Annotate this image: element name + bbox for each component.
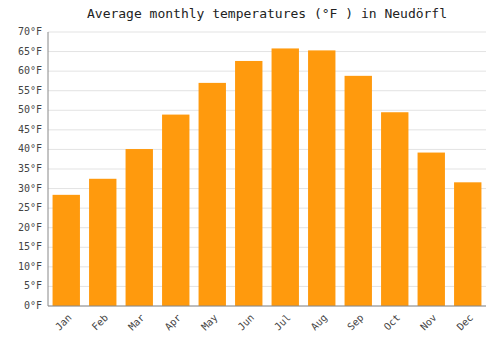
- bar: [454, 182, 481, 306]
- y-tick-label: 20°F: [18, 222, 42, 233]
- x-tick-label: Aug: [309, 312, 330, 333]
- y-tick-label: 30°F: [18, 183, 42, 194]
- y-tick-label: 45°F: [18, 124, 42, 135]
- y-axis: 0°F 5°F 10°F 15°F 20°F 25°F 30°F 35°F 40°F 45°F 50…: [18, 26, 42, 311]
- y-tick-label: 55°F: [18, 85, 42, 96]
- y-tick-label: 10°F: [18, 261, 42, 272]
- grid-line: [48, 110, 486, 111]
- x-tick-label: Feb: [90, 312, 111, 333]
- y-axis-line: [48, 32, 49, 306]
- bar: [162, 115, 189, 306]
- x-tick-label: May: [199, 312, 220, 333]
- x-tick-label: Sep: [345, 312, 366, 333]
- bar: [126, 149, 153, 306]
- grid-line: [48, 306, 486, 307]
- bar: [235, 61, 262, 306]
- y-tick-label: 15°F: [18, 241, 42, 252]
- bar: [53, 195, 80, 306]
- x-tick-label: Jul: [272, 312, 293, 333]
- chart: 0°F 5°F 10°F 15°F 20°F 25°F 30°F 35°F 40°F 45°F 50…: [0, 0, 500, 350]
- x-tick-label: Nov: [418, 312, 439, 333]
- bars: [53, 48, 482, 306]
- y-tick-label: 70°F: [18, 26, 42, 37]
- bar: [89, 179, 116, 306]
- y-tick-label: 65°F: [18, 46, 42, 57]
- bar: [308, 50, 335, 306]
- x-tick-label: Dec: [455, 312, 476, 333]
- x-tick-label: Oct: [382, 312, 403, 333]
- bar: [272, 48, 299, 306]
- x-tick-label: Jan: [53, 312, 74, 333]
- x-axis-line: [48, 306, 486, 307]
- bar: [199, 83, 226, 306]
- y-tick-label: 35°F: [18, 163, 42, 174]
- y-tick-label: 0°F: [24, 300, 42, 311]
- grid-line: [48, 71, 486, 72]
- bar: [418, 153, 445, 306]
- bar: [345, 76, 372, 306]
- bar: [381, 112, 408, 306]
- title: Average monthly temperatures (°F ) in Ne…: [87, 6, 447, 21]
- x-tick-label: Jun: [236, 312, 257, 333]
- y-tick-label: 60°F: [18, 65, 42, 76]
- grid-line: [48, 51, 486, 52]
- grid: [48, 32, 486, 306]
- y-tick-label: 40°F: [18, 143, 42, 154]
- x-tick-label: Apr: [163, 312, 184, 333]
- grid-line: [48, 32, 486, 33]
- x-axis: Jan Feb Mar Apr May Jun Jul Aug Sep Oct Nov Dec: [53, 312, 475, 333]
- y-tick-label: 50°F: [18, 104, 42, 115]
- grid-line: [48, 129, 486, 130]
- y-tick-label: 5°F: [24, 280, 42, 291]
- background: [0, 0, 500, 350]
- y-tick-label: 25°F: [18, 202, 42, 213]
- x-tick-label: Mar: [126, 312, 147, 333]
- grid-line: [48, 90, 486, 91]
- grid-line: [48, 149, 486, 150]
